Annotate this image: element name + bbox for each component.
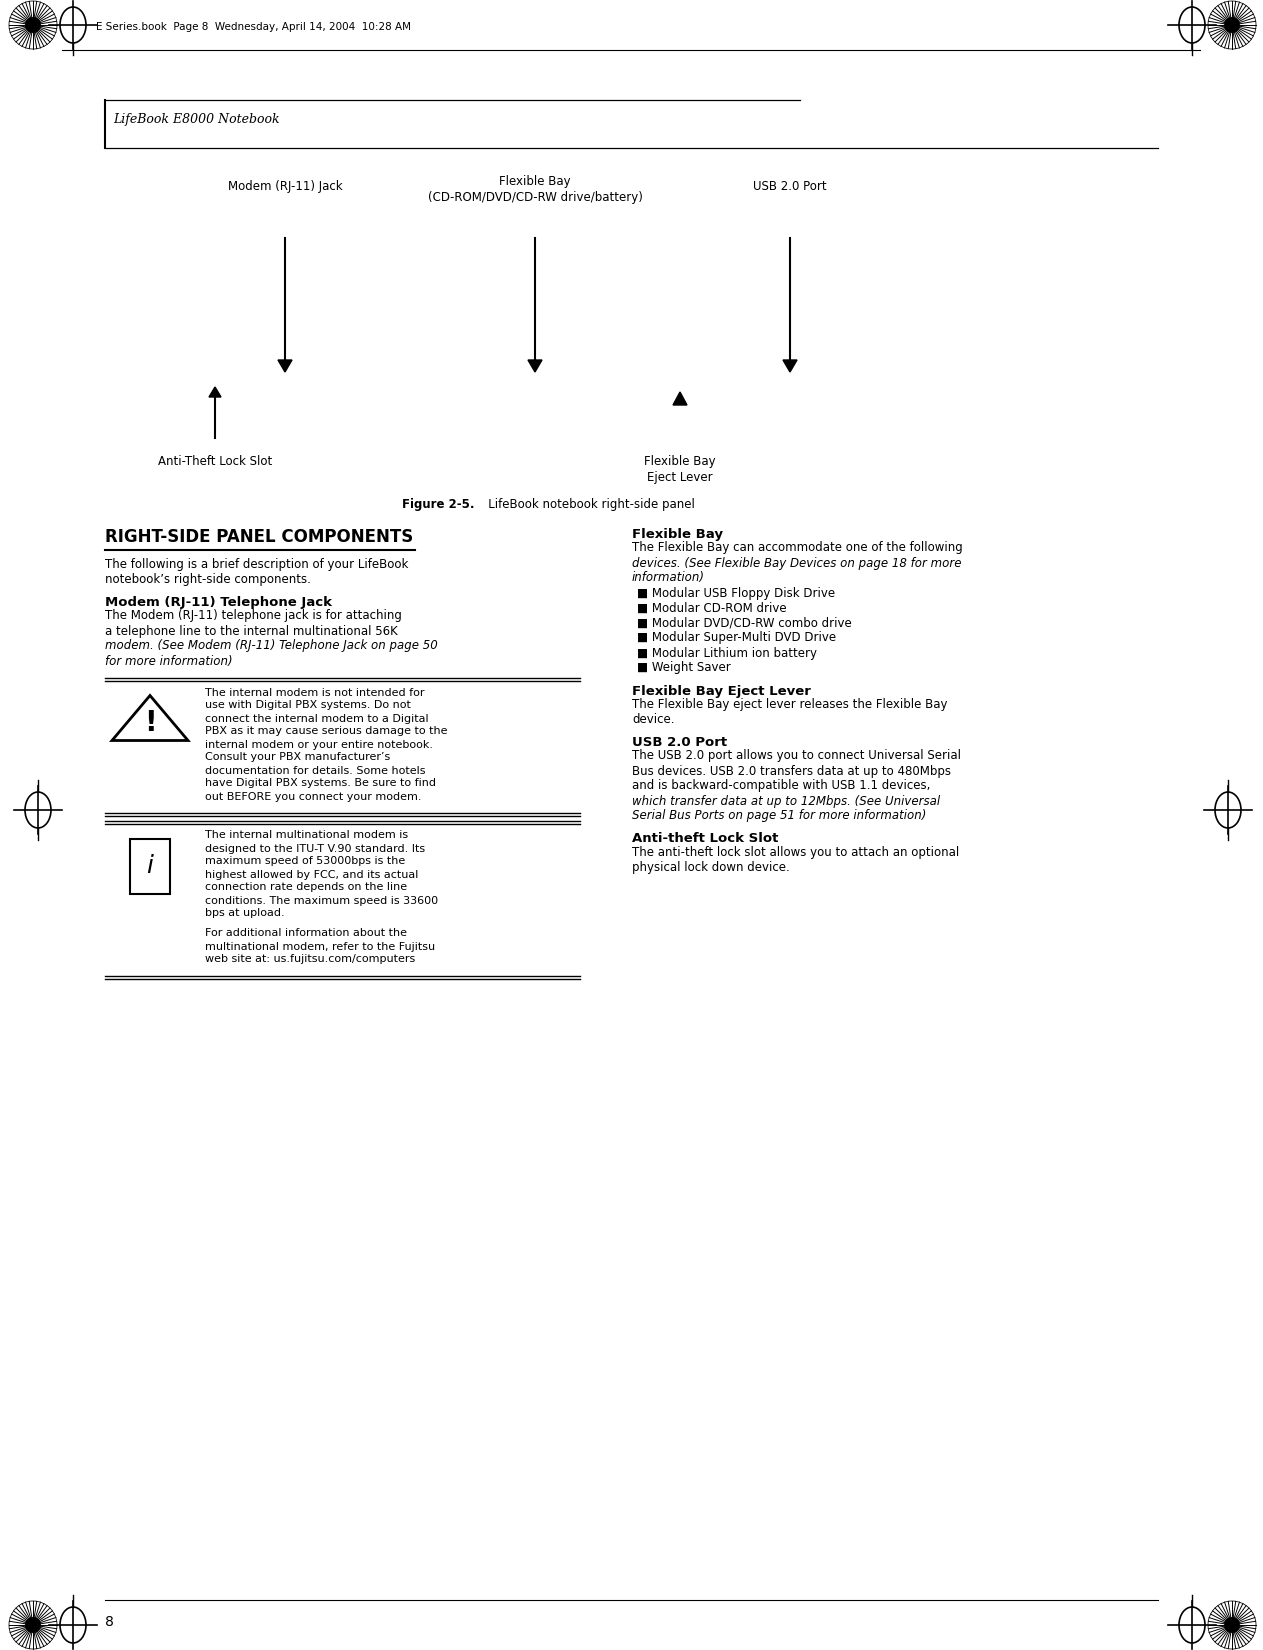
Text: devices. (See Flexible Bay Devices on page 18 for more: devices. (See Flexible Bay Devices on pa…: [632, 556, 961, 569]
Text: conditions. The maximum speed is 33600: conditions. The maximum speed is 33600: [205, 896, 438, 906]
Text: multinational modem, refer to the Fujitsu: multinational modem, refer to the Fujits…: [205, 942, 436, 952]
Text: The internal modem is not intended for: The internal modem is not intended for: [205, 688, 424, 698]
Text: The Flexible Bay can accommodate one of the following: The Flexible Bay can accommodate one of …: [632, 541, 962, 554]
Text: !: !: [144, 710, 157, 738]
Text: The USB 2.0 port allows you to connect Universal Serial: The USB 2.0 port allows you to connect U…: [632, 749, 961, 762]
Text: modem. (See Modem (RJ-11) Telephone Jack on page 50: modem. (See Modem (RJ-11) Telephone Jack…: [105, 640, 438, 652]
Text: Consult your PBX manufacturer’s: Consult your PBX manufacturer’s: [205, 752, 390, 762]
Text: connect the internal modem to a Digital: connect the internal modem to a Digital: [205, 713, 428, 723]
Text: designed to the ITU-T V.90 standard. Its: designed to the ITU-T V.90 standard. Its: [205, 843, 426, 853]
Text: Flexible Bay: Flexible Bay: [632, 528, 722, 541]
Text: Bus devices. USB 2.0 transfers data at up to 480Mbps: Bus devices. USB 2.0 transfers data at u…: [632, 764, 951, 777]
Text: ■ Modular DVD/CD-RW combo drive: ■ Modular DVD/CD-RW combo drive: [637, 617, 851, 630]
Text: USB 2.0 Port: USB 2.0 Port: [753, 180, 827, 193]
Text: ■ Modular USB Floppy Disk Drive: ■ Modular USB Floppy Disk Drive: [637, 586, 835, 599]
Text: out BEFORE you connect your modem.: out BEFORE you connect your modem.: [205, 792, 422, 802]
Text: Anti-Theft Lock Slot: Anti-Theft Lock Slot: [158, 455, 272, 469]
Text: Flexible Bay Eject Lever: Flexible Bay Eject Lever: [632, 685, 811, 698]
Text: Flexible Bay: Flexible Bay: [644, 455, 716, 469]
Text: The anti-theft lock slot allows you to attach an optional: The anti-theft lock slot allows you to a…: [632, 846, 960, 860]
Circle shape: [25, 1617, 40, 1632]
Text: maximum speed of 53000bps is the: maximum speed of 53000bps is the: [205, 856, 405, 866]
Text: E Series.book  Page 8  Wednesday, April 14, 2004  10:28 AM: E Series.book Page 8 Wednesday, April 14…: [96, 21, 410, 31]
Bar: [130, 838, 171, 894]
Text: ■ Weight Saver: ■ Weight Saver: [637, 662, 731, 675]
Text: USB 2.0 Port: USB 2.0 Port: [632, 736, 727, 749]
Text: Figure 2-5.: Figure 2-5.: [403, 498, 475, 512]
Text: PBX as it may cause serious damage to the: PBX as it may cause serious damage to th…: [205, 726, 447, 736]
Text: web site at: us.fujitsu.com/computers: web site at: us.fujitsu.com/computers: [205, 954, 416, 965]
Circle shape: [1225, 1617, 1239, 1632]
Text: Modem (RJ-11) Jack: Modem (RJ-11) Jack: [227, 180, 342, 193]
Text: connection rate depends on the line: connection rate depends on the line: [205, 883, 407, 893]
Text: use with Digital PBX systems. Do not: use with Digital PBX systems. Do not: [205, 701, 410, 711]
Text: Serial Bus Ports on page 51 for more information): Serial Bus Ports on page 51 for more inf…: [632, 810, 926, 822]
Text: Eject Lever: Eject Lever: [647, 470, 712, 483]
Text: notebook’s right-side components.: notebook’s right-side components.: [105, 573, 311, 586]
Text: device.: device.: [632, 713, 674, 726]
Text: 8: 8: [105, 1615, 114, 1629]
Text: Flexible Bay: Flexible Bay: [499, 175, 571, 188]
Polygon shape: [528, 360, 542, 371]
Text: for more information): for more information): [105, 655, 232, 668]
Text: highest allowed by FCC, and its actual: highest allowed by FCC, and its actual: [205, 870, 418, 879]
Polygon shape: [783, 360, 797, 371]
Text: information): information): [632, 571, 705, 584]
Text: and is backward-compatible with USB 1.1 devices,: and is backward-compatible with USB 1.1 …: [632, 779, 931, 792]
Text: have Digital PBX systems. Be sure to find: have Digital PBX systems. Be sure to fin…: [205, 779, 436, 789]
Text: which transfer data at up to 12Mbps. (See Universal: which transfer data at up to 12Mbps. (Se…: [632, 795, 940, 807]
Text: internal modem or your entire notebook.: internal modem or your entire notebook.: [205, 739, 433, 749]
Polygon shape: [208, 388, 221, 398]
Text: For additional information about the: For additional information about the: [205, 929, 407, 939]
Text: The Modem (RJ-11) telephone jack is for attaching: The Modem (RJ-11) telephone jack is for …: [105, 609, 402, 622]
Text: The following is a brief description of your LifeBook: The following is a brief description of …: [105, 558, 408, 571]
Polygon shape: [278, 360, 292, 371]
Circle shape: [25, 18, 40, 33]
Text: Anti-theft Lock Slot: Anti-theft Lock Slot: [632, 833, 778, 845]
Text: a telephone line to the internal multinational 56K: a telephone line to the internal multina…: [105, 624, 398, 637]
Text: documentation for details. Some hotels: documentation for details. Some hotels: [205, 766, 426, 775]
Text: Modem (RJ-11) Telephone Jack: Modem (RJ-11) Telephone Jack: [105, 596, 332, 609]
Text: ■ Modular Super-Multi DVD Drive: ■ Modular Super-Multi DVD Drive: [637, 632, 836, 645]
Text: ■ Modular Lithium ion battery: ■ Modular Lithium ion battery: [637, 647, 817, 660]
Text: LifeBook notebook right-side panel: LifeBook notebook right-side panel: [477, 498, 695, 512]
Text: The Flexible Bay eject lever releases the Flexible Bay: The Flexible Bay eject lever releases th…: [632, 698, 947, 711]
Text: i: i: [147, 855, 154, 878]
Text: ■ Modular CD-ROM drive: ■ Modular CD-ROM drive: [637, 602, 787, 614]
Text: RIGHT-SIDE PANEL COMPONENTS: RIGHT-SIDE PANEL COMPONENTS: [105, 528, 413, 546]
Text: (CD-ROM/DVD/CD-RW drive/battery): (CD-ROM/DVD/CD-RW drive/battery): [428, 191, 643, 205]
Polygon shape: [673, 393, 687, 404]
Text: bps at upload.: bps at upload.: [205, 909, 284, 919]
Text: LifeBook E8000 Notebook: LifeBook E8000 Notebook: [112, 112, 279, 125]
Circle shape: [1225, 18, 1239, 33]
Text: The internal multinational modem is: The internal multinational modem is: [205, 830, 408, 840]
Text: physical lock down device.: physical lock down device.: [632, 861, 789, 875]
